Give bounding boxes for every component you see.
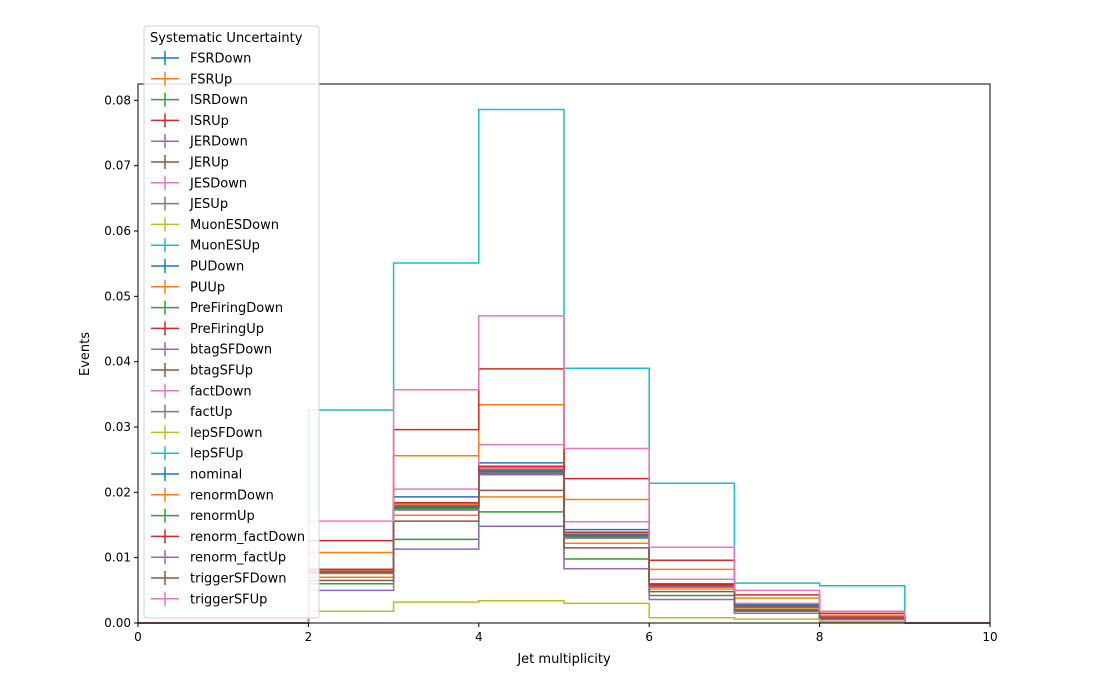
legend-label: factUp — [190, 405, 233, 420]
legend-entry-FSRDown: FSRDown — [151, 51, 251, 67]
legend-label: renorm_factUp — [190, 551, 286, 566]
y-tick-label: 0.07 — [104, 159, 131, 173]
y-tick-label: 0.03 — [104, 420, 131, 434]
legend-label: renormUp — [190, 509, 255, 524]
y-tick-label: 0.08 — [104, 93, 131, 107]
legend-label: FSRUp — [190, 72, 232, 87]
legend-entry-renorm_factUp: renorm_factUp — [151, 550, 286, 566]
legend-entry-factDown: factDown — [151, 383, 252, 399]
legend-entry-lepSFDown: lepSFDown — [151, 425, 262, 441]
legend-entry-PUUp: PUUp — [151, 279, 225, 295]
legend-entry-renorm_factDown: renorm_factDown — [151, 529, 305, 545]
legend-label: ISRUp — [190, 114, 229, 129]
legend-items: FSRDown FSRUp ISRDown ISRUp JERDown JERUp JESD… — [151, 51, 305, 607]
legend-entry-MuonESDown: MuonESDown — [151, 217, 279, 233]
y-axis-ticks: 0.00 0.01 0.02 0.03 0.04 0.05 0.06 0.07 0.08 — [104, 93, 138, 630]
legend-label: MuonESUp — [190, 239, 260, 254]
legend-entry-ISRDown: ISRDown — [151, 92, 248, 108]
y-axis-label: Events — [78, 332, 93, 376]
x-tick-label: 8 — [816, 630, 824, 644]
legend: Systematic Uncertainty FSRDown FSRUp ISRDo… — [143, 25, 320, 619]
y-tick-label: 0.01 — [104, 551, 131, 565]
legend-label: FSRDown — [190, 52, 251, 67]
legend-label: JESUp — [189, 197, 228, 212]
legend-entry-JERUp: JERUp — [151, 155, 229, 171]
legend-label: MuonESDown — [190, 218, 279, 233]
x-tick-label: 2 — [305, 630, 313, 644]
legend-title: Systematic Uncertainty — [150, 31, 303, 46]
legend-label: JESDown — [189, 176, 247, 191]
x-axis-ticks: 0 2 4 6 8 10 — [134, 623, 998, 644]
legend-entry-nominal: nominal — [151, 467, 242, 483]
legend-label: JERUp — [189, 156, 229, 171]
y-tick-label: 0.04 — [104, 355, 131, 369]
legend-entry-factUp: factUp — [151, 404, 233, 420]
legend-label: btagSFDown — [190, 343, 272, 358]
x-axis-label: Jet multiplicity — [516, 652, 611, 667]
legend-entry-MuonESUp: MuonESUp — [151, 238, 260, 254]
legend-entry-renormUp: renormUp — [151, 508, 255, 524]
legend-entry-JERDown: JERDown — [151, 134, 248, 150]
legend-entry-ISRUp: ISRUp — [151, 113, 229, 129]
legend-label: triggerSFUp — [190, 592, 267, 607]
legend-label: PUUp — [190, 280, 225, 295]
legend-entry-PreFiringDown: PreFiringDown — [151, 300, 283, 316]
legend-entry-btagSFDown: btagSFDown — [151, 342, 272, 358]
legend-entry-lepSFUp: lepSFUp — [151, 446, 243, 462]
legend-entry-FSRUp: FSRUp — [151, 71, 232, 87]
legend-label: lepSFDown — [190, 426, 262, 441]
x-tick-label: 4 — [475, 630, 483, 644]
legend-label: factDown — [190, 384, 252, 399]
y-tick-label: 0.00 — [104, 616, 131, 630]
legend-entry-renormDown: renormDown — [151, 487, 274, 503]
legend-label: renormDown — [190, 488, 274, 503]
y-tick-label: 0.06 — [104, 224, 131, 238]
legend-label: renorm_factDown — [190, 530, 305, 545]
legend-entry-PUDown: PUDown — [151, 259, 244, 275]
legend-label: triggerSFDown — [190, 572, 286, 587]
legend-box — [143, 25, 320, 619]
x-tick-label: 0 — [134, 630, 142, 644]
legend-entry-btagSFUp: btagSFUp — [151, 363, 253, 379]
legend-entry-JESUp: JESUp — [151, 196, 228, 212]
legend-label: PreFiringUp — [190, 322, 264, 337]
x-tick-label: 6 — [645, 630, 653, 644]
legend-label: nominal — [190, 468, 242, 483]
legend-label: JERDown — [189, 135, 248, 150]
legend-entry-triggerSFUp: triggerSFUp — [151, 591, 267, 607]
legend-entry-triggerSFDown: triggerSFDown — [151, 571, 286, 587]
legend-label: PUDown — [190, 260, 244, 275]
x-tick-label: 10 — [982, 630, 997, 644]
legend-entry-PreFiringUp: PreFiringUp — [151, 321, 264, 337]
legend-entry-JESDown: JESDown — [151, 175, 247, 191]
y-tick-label: 0.05 — [104, 289, 131, 303]
legend-label: PreFiringDown — [190, 301, 283, 316]
y-tick-label: 0.02 — [104, 485, 131, 499]
legend-label: btagSFUp — [190, 364, 253, 379]
plot-frame — [137, 83, 991, 624]
legend-label: ISRDown — [190, 93, 248, 108]
legend-label: lepSFUp — [190, 447, 243, 462]
